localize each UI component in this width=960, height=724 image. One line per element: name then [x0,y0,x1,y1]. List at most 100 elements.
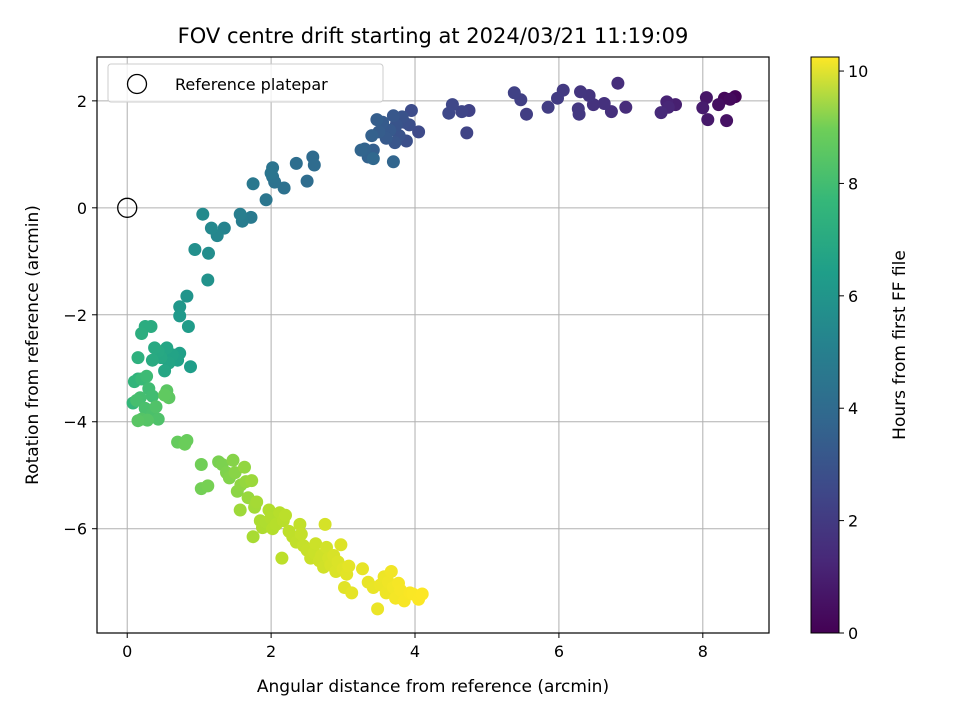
data-point [148,341,162,355]
legend-entry-reference: Reference platepar [175,75,328,94]
data-point [293,517,307,531]
reference-marker [117,197,138,218]
data-point [173,300,187,314]
data-point [611,76,625,90]
data-point [180,289,194,303]
data-point [188,243,202,256]
data-point [158,388,172,402]
data-point [365,129,379,143]
colorbar-ticks: 0 2 4 6 8 10 [839,62,868,643]
data-point [130,393,144,407]
colorbar-tick-label: 8 [848,174,858,193]
data-point [574,85,587,99]
data-point [371,602,385,616]
data-point [201,479,215,493]
data-point [597,97,611,110]
data-point [135,327,149,340]
legend: Reference platepar [107,63,384,103]
data-point [370,113,384,127]
data-point [712,98,726,112]
data-point [342,559,356,573]
plot-frame [96,56,770,634]
data-point [145,353,159,367]
data-point [520,107,533,121]
data-point [551,91,564,105]
data-point [158,364,172,378]
data-point [386,109,400,123]
data-point [307,158,321,172]
data-point [131,414,145,428]
data-point [541,100,555,114]
y-tick-label: −6 [63,520,87,539]
x-axis-label: Angular distance from reference (arcmin) [257,677,609,697]
data-point [366,152,380,166]
data-point [178,437,192,451]
legend-box [107,63,384,103]
data-point [245,474,259,488]
x-tick-label: 2 [266,642,276,661]
data-point [275,551,289,565]
data-point [309,537,323,551]
data-point [415,587,429,601]
data-point [345,586,359,600]
data-point [233,503,247,517]
colorbar-tick-label: 6 [848,287,858,306]
data-point [696,101,710,115]
data-point [259,193,273,207]
colorbar-tick-label: 4 [848,399,858,418]
data-point [246,177,260,191]
data-point [145,389,159,403]
reference-platepar-point [117,197,138,218]
data-point [699,91,713,105]
y-tick-label: −2 [63,306,87,325]
data-point [300,174,314,188]
data-point [455,105,469,119]
data-point [149,400,163,414]
colorbar-label: Hours from first FF file [890,250,910,440]
x-tick-label: 0 [122,642,132,661]
x-axis-ticks: 0 2 4 6 8 [122,633,708,661]
data-point [289,156,303,170]
data-point [173,309,187,323]
data-point [233,207,247,221]
data-point [442,106,456,120]
data-point [238,460,251,474]
data-point [226,453,240,467]
data-point [140,369,154,383]
x-tick-label: 6 [554,642,564,661]
data-point [384,565,398,578]
y-axis-ticks: −6 −4 −2 0 2 [63,92,97,539]
data-point [572,107,586,121]
y-tick-label: 0 [77,199,87,218]
data-point [194,458,208,471]
colorbar-tick-label: 10 [848,62,868,81]
data-point [619,100,633,114]
data-point [250,495,264,509]
data-point [318,517,332,531]
colorbar-gradient [810,56,840,634]
colorbar: 0 2 4 6 8 10 Hours from first FF file [810,56,910,643]
data-point [264,166,278,180]
data-point [334,538,348,552]
y-tick-label: 2 [77,92,87,111]
chart-title: FOV centre drift starting at 2024/03/21 … [178,24,689,48]
data-point [654,106,668,120]
data-point [294,527,308,541]
data-point [720,114,734,128]
data-point [412,125,426,139]
y-tick-label: −4 [63,413,87,432]
data-point [184,360,197,374]
data-point [202,246,215,260]
data-point [204,221,218,235]
data-point [196,207,210,221]
colorbar-tick-label: 2 [848,512,858,531]
x-tick-label: 8 [698,642,708,661]
data-point [201,273,215,287]
y-axis-label: Rotation from reference (arcmin) [23,205,43,485]
data-point [246,530,260,544]
data-point [354,143,368,157]
data-point [140,413,154,427]
colorbar-tick-label: 0 [848,624,858,643]
data-point [131,351,145,365]
